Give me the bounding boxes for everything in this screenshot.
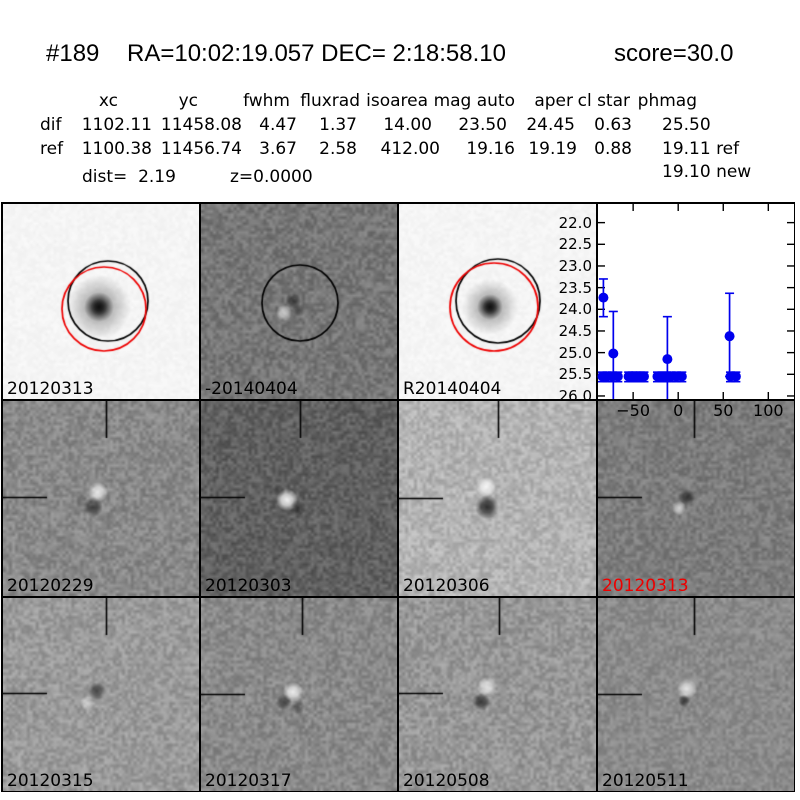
- cutout-panel-20120511: 20120511: [597, 597, 795, 792]
- x-tick-label: 50: [713, 401, 734, 420]
- cutout-image: [598, 598, 794, 791]
- cutout-panel-ref-20140404: R20140404: [398, 203, 597, 400]
- col-header-phmag: phmag: [637, 91, 697, 111]
- y-tick-label: 25.0: [558, 343, 592, 362]
- col-header-fluxrad: fluxrad: [300, 91, 360, 111]
- cutout-image: [201, 204, 397, 399]
- cutout-image: [399, 401, 596, 596]
- cutout-label: R20140404: [403, 379, 502, 399]
- cutout-label: 20120313: [602, 576, 689, 596]
- cutout-label: 20120313: [7, 379, 94, 399]
- data-point: [676, 371, 687, 382]
- phmag-new-value: 19.10 new: [662, 162, 752, 182]
- x-tick-label: 0: [673, 401, 684, 420]
- cutout-image: [201, 401, 397, 596]
- cutout-panel-20120317: 20120317: [200, 597, 398, 792]
- dif-isoarea: 14.00: [383, 115, 432, 135]
- cutout-image: [3, 204, 199, 399]
- ref-xc: 1100.38: [81, 139, 152, 159]
- dif-fluxrad: 1.37: [319, 115, 357, 135]
- cutout-image: [399, 204, 596, 399]
- cutout-panel-new-20120313: 20120313: [2, 203, 200, 400]
- dif-cl-star: 0.63: [594, 115, 632, 135]
- cutout-panel-20120315: 20120315: [2, 597, 200, 792]
- col-header-isoarea: isoarea: [366, 91, 428, 111]
- cutout-label: 20120508: [403, 771, 490, 791]
- col-header-cl-star: cl star: [577, 91, 630, 111]
- cutout-label: 20120511: [602, 771, 689, 791]
- y-tick-label: 24.5: [558, 321, 592, 340]
- candidate-coordinates: RA=10:02:19.057 DEC= 2:18:58.10: [127, 40, 506, 67]
- data-point: [598, 292, 609, 303]
- ref-row-label: ref: [40, 139, 64, 159]
- cutout-panel-20120303: 20120303: [200, 400, 398, 597]
- cutout-image: [3, 401, 199, 596]
- cutout-label: 20120229: [7, 576, 94, 596]
- x-tick-label: −50: [616, 401, 651, 420]
- cutout-image: [399, 598, 596, 791]
- cutout-label: 20120303: [205, 576, 292, 596]
- col-header-fwhm: fwhm: [243, 91, 290, 111]
- col-header-yc: yc: [178, 91, 198, 111]
- data-point: [724, 331, 735, 342]
- data-point: [608, 348, 619, 359]
- y-tick-label: 23.0: [558, 256, 592, 275]
- data-point: [662, 354, 673, 365]
- y-tick-label: 22.5: [558, 235, 592, 254]
- cutout-label: 20120315: [7, 771, 94, 791]
- ref-fwhm: 3.67: [259, 139, 297, 159]
- ref-yc: 11456.74: [160, 139, 242, 159]
- cutout-panel-20120306: 20120306: [398, 400, 597, 597]
- cutout-label: 20120317: [205, 771, 292, 791]
- lightcurve-svg: [597, 204, 794, 399]
- y-tick-label: 23.5: [558, 278, 592, 297]
- dif-fwhm: 4.47: [259, 115, 297, 135]
- dif-row-label: dif: [40, 115, 62, 135]
- dif-mag-auto: 23.50: [458, 115, 507, 135]
- ref-cl-star: 0.88: [594, 139, 632, 159]
- ref-aper: 19.19: [528, 139, 577, 159]
- y-tick-label: 24.0: [558, 300, 592, 319]
- col-header-aper: aper: [534, 91, 573, 111]
- dif-phmag: 25.50: [662, 115, 711, 135]
- cutout-panel-20120508: 20120508: [398, 597, 597, 792]
- dif-xc: 1102.11: [81, 115, 152, 135]
- cutout-image: [3, 598, 199, 791]
- cutout-image: [598, 401, 794, 596]
- dist-value: dist= 2.19: [82, 167, 176, 187]
- col-header-xc: xc: [98, 91, 118, 111]
- cutout-panel-20120313-highlighted: 20120313: [597, 400, 795, 597]
- candidate-id: #189: [46, 40, 100, 67]
- cutout-image: [201, 598, 397, 791]
- cutout-panel-diff-20140404: -20140404: [200, 203, 398, 400]
- data-point: [730, 371, 741, 382]
- ref-isoarea: 412.00: [380, 139, 440, 159]
- cutout-label: 20120306: [403, 576, 490, 596]
- data-point: [638, 371, 649, 382]
- data-point: [612, 371, 623, 382]
- ref-phmag: 19.11 ref: [662, 139, 740, 159]
- cutout-panel-20120229: 20120229: [2, 400, 200, 597]
- cutout-label: -20140404: [205, 379, 298, 399]
- x-tick-label: 100: [753, 401, 784, 420]
- candidate-score: score=30.0: [614, 40, 734, 67]
- dif-aper: 24.45: [526, 115, 575, 135]
- y-tick-label: 22.0: [558, 213, 592, 232]
- y-tick-label: 25.5: [558, 365, 592, 384]
- redshift-value: z=0.0000: [230, 167, 313, 187]
- y-tick-label: 26.0: [558, 386, 592, 405]
- ref-mag-auto: 19.16: [466, 139, 515, 159]
- dif-yc: 11458.08: [160, 115, 242, 135]
- col-header-mag-auto: mag auto: [433, 91, 515, 111]
- lightcurve-plot: 22.0 22.5 23.0 23.5 24.0 24.5 25.0 25.5 26.0 −50 0…: [559, 203, 795, 420]
- ref-fluxrad: 2.58: [319, 139, 357, 159]
